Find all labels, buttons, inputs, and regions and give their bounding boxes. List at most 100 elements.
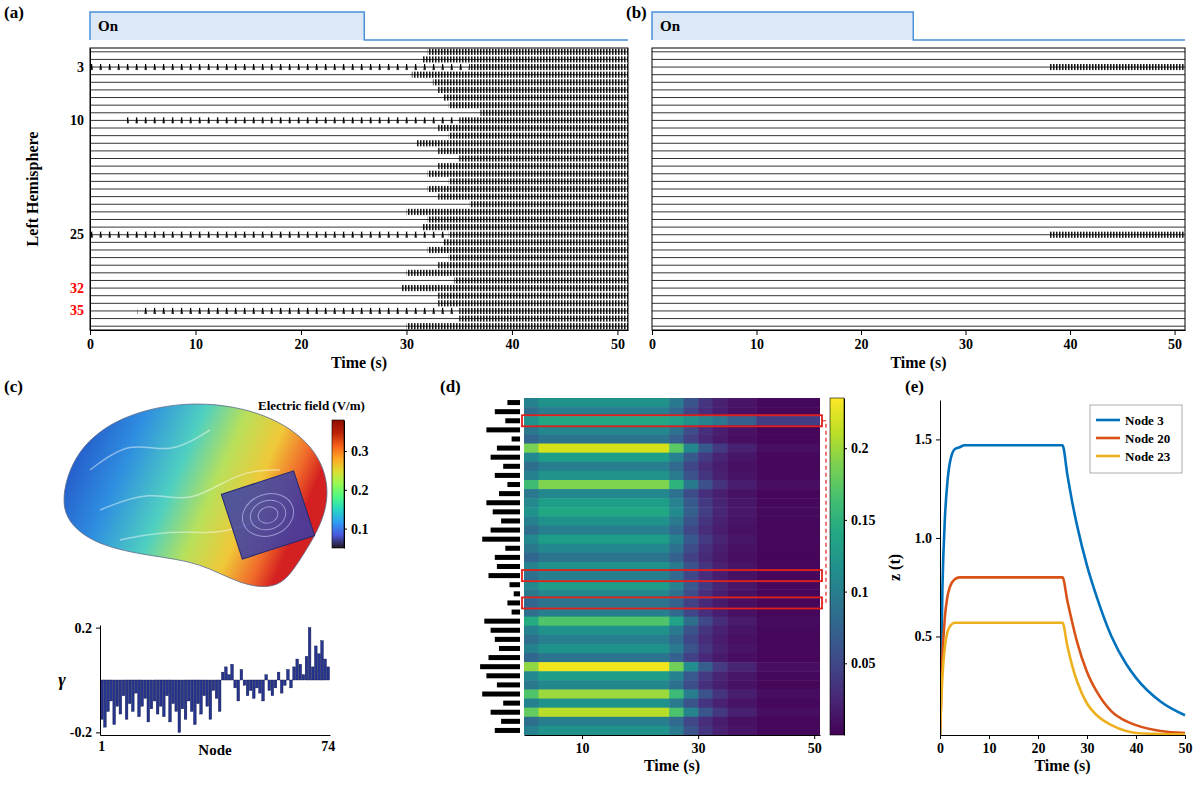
side-bars	[480, 400, 520, 733]
cell	[756, 680, 820, 690]
cell	[539, 471, 670, 481]
trace	[652, 249, 1185, 250]
line	[940, 445, 1185, 735]
tick: 30	[1081, 735, 1095, 756]
trace	[652, 196, 1185, 197]
bar	[240, 670, 243, 680]
cell	[727, 516, 757, 526]
cell	[713, 553, 728, 563]
trace-baseline	[652, 158, 1185, 159]
tick-mark	[652, 330, 653, 335]
tick-label: 0.2	[351, 483, 369, 498]
cell	[727, 544, 757, 554]
bar	[181, 680, 184, 709]
panel: (e)010203040500.51.01.5Time (s)z (t)Node…	[886, 377, 1193, 775]
cell	[684, 662, 699, 672]
cell	[756, 489, 820, 499]
cell	[539, 553, 670, 563]
cell	[684, 453, 699, 463]
trace	[652, 272, 1185, 273]
seizure-activity	[438, 293, 628, 299]
axis-line	[653, 330, 1186, 331]
cell	[539, 626, 670, 636]
cell	[713, 489, 728, 499]
cell	[698, 398, 713, 408]
tick: 20	[855, 330, 869, 352]
cell	[684, 416, 699, 426]
bar	[166, 680, 169, 696]
trace	[90, 133, 628, 139]
tick-label: 0.2	[851, 441, 869, 456]
cell	[539, 535, 670, 545]
cell	[539, 398, 670, 408]
cell	[524, 644, 539, 654]
cell	[698, 671, 713, 681]
side-bar	[489, 655, 521, 660]
colorbar-axis: 0.10.20.3	[344, 421, 369, 549]
tick: 1	[98, 735, 105, 754]
x-axis: 01020304050	[87, 330, 629, 352]
cell	[539, 598, 670, 608]
bar	[116, 680, 119, 706]
seizure-activity	[449, 255, 628, 261]
tick-mark	[940, 735, 941, 739]
trace	[652, 326, 1185, 327]
trace	[652, 59, 1185, 60]
cell	[698, 653, 713, 663]
cell	[539, 544, 670, 554]
cell	[727, 434, 757, 444]
trace	[90, 308, 628, 314]
cell	[756, 471, 820, 481]
bar	[131, 680, 134, 711]
cell	[698, 453, 713, 463]
cell	[727, 507, 757, 517]
panel: (d)103050Time (s)0.050.10.150.2	[440, 377, 876, 775]
bar	[150, 680, 153, 709]
cell	[713, 726, 728, 735]
cell	[684, 598, 699, 608]
tick: 40	[505, 330, 519, 352]
tick: 10	[983, 735, 997, 756]
bar	[110, 680, 113, 701]
cell	[684, 398, 699, 408]
trace-baseline	[652, 249, 1185, 250]
tick-label: 20	[294, 337, 308, 352]
trace	[652, 211, 1185, 212]
tick-mark	[512, 330, 513, 335]
tick-label: -0.2	[70, 725, 92, 740]
cell	[727, 635, 757, 645]
cell	[698, 635, 713, 645]
traces	[90, 49, 628, 329]
cell	[524, 526, 539, 536]
bar	[274, 680, 277, 688]
trace	[90, 216, 628, 222]
trace	[90, 201, 628, 207]
bar	[287, 670, 290, 680]
y-axis: -0.20.2	[70, 621, 101, 741]
trace-baseline	[652, 173, 1185, 174]
cell	[756, 644, 820, 654]
cell	[669, 507, 684, 517]
cell	[669, 680, 684, 690]
tick-label: 0.1	[851, 585, 869, 600]
tick: 1.0	[915, 531, 941, 546]
cell	[713, 689, 728, 699]
cell	[698, 526, 713, 536]
cell	[756, 671, 820, 681]
cell	[713, 462, 728, 472]
trace	[652, 288, 1185, 289]
bar	[249, 680, 252, 690]
trace	[90, 163, 628, 169]
tick: 0.5	[915, 629, 941, 644]
seizure-activity	[449, 102, 628, 108]
bar	[190, 680, 193, 711]
stimulus-label: On	[98, 18, 119, 34]
coil	[221, 471, 314, 559]
x-axis: 01020304050	[937, 735, 1193, 756]
cell	[669, 453, 684, 463]
trace	[652, 280, 1185, 281]
axis-title: Time (s)	[890, 354, 946, 372]
tick-mark	[698, 735, 699, 739]
cell	[727, 571, 757, 581]
seizure-activity	[406, 209, 628, 215]
